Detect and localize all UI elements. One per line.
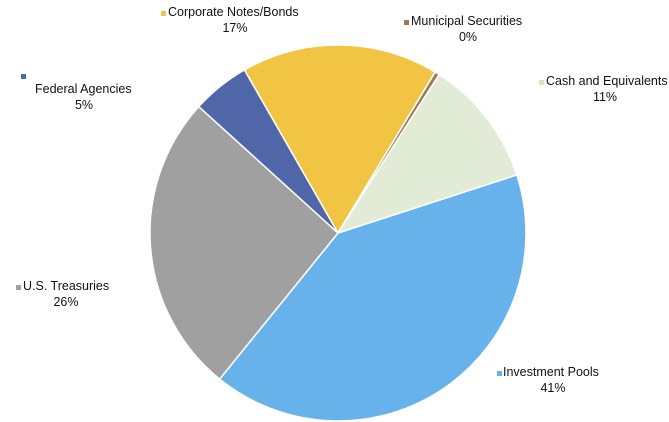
slice-label-municipal-securities: Municipal Securities xyxy=(411,14,522,28)
label-marker-federal-agencies xyxy=(21,74,26,79)
label-marker-cash-and-equivalents xyxy=(539,80,544,85)
pie-slice-corporate-notes-bonds xyxy=(243,44,437,235)
slice-label-corporate-notes-bonds: Corporate Notes/Bonds xyxy=(168,5,299,19)
label-marker-u-s-treasuries xyxy=(16,285,21,290)
slice-percent-cash-and-equivalents: 11% xyxy=(593,90,617,104)
pie-slice-investment-pools xyxy=(218,173,527,422)
pie-slice-u-s-treasuries xyxy=(149,105,340,381)
slice-label-federal-agencies: Federal Agencies xyxy=(35,82,132,96)
slice-label-cash-and-equivalents: Cash and Equivalents xyxy=(546,74,668,88)
slice-percent-investment-pools: 41% xyxy=(540,381,565,395)
slice-percent-municipal-securities: 0% xyxy=(459,30,477,44)
pie-slices xyxy=(149,44,527,422)
label-marker-municipal-securities xyxy=(404,20,409,25)
slice-labels: Investment Pools 41% U.S. Treasuries 26% Fed… xyxy=(16,5,668,395)
slice-percent-federal-agencies: 5% xyxy=(75,98,93,112)
label-marker-investment-pools xyxy=(497,371,502,376)
slice-percent-corporate-notes-bonds: 17% xyxy=(222,21,247,35)
slice-percent-u-s-treasuries: 26% xyxy=(53,295,78,309)
slice-label-investment-pools: Investment Pools xyxy=(503,365,599,379)
label-marker-corporate-notes-bonds xyxy=(161,11,166,16)
pie-slice-cash-and-equivalents xyxy=(336,73,518,235)
slice-label-u-s-treasuries: U.S. Treasuries xyxy=(23,279,109,293)
